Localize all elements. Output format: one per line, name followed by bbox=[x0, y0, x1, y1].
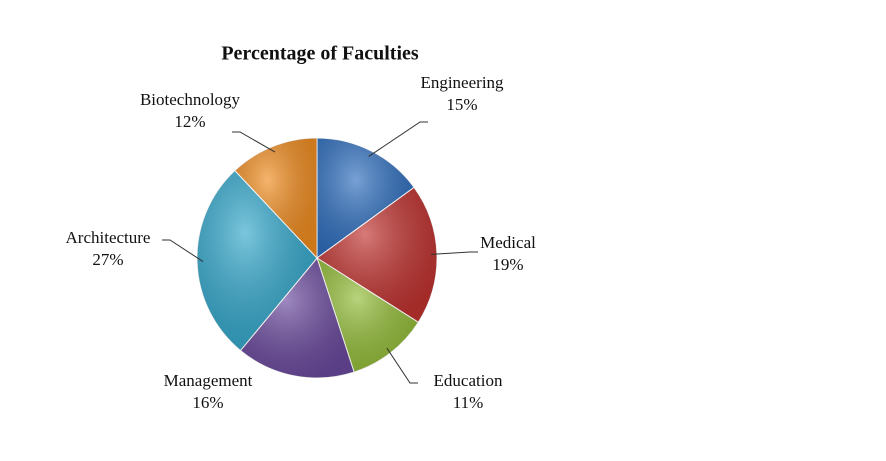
chart-title: Percentage of Faculties bbox=[221, 43, 419, 65]
data-label-name: Medical bbox=[480, 233, 536, 252]
data-label-value: 16% bbox=[192, 393, 223, 412]
data-label-name: Education bbox=[434, 371, 503, 390]
leader-line bbox=[386, 347, 418, 384]
data-label-value: 12% bbox=[174, 112, 205, 131]
leader-line bbox=[368, 121, 428, 157]
data-label-value: 27% bbox=[92, 250, 123, 269]
data-label-name: Biotechnology bbox=[140, 90, 241, 109]
data-label-name: Architecture bbox=[66, 228, 151, 247]
data-label-value: 19% bbox=[492, 255, 523, 274]
leader-line bbox=[162, 239, 204, 262]
leader-line bbox=[232, 131, 276, 153]
data-label-name: Management bbox=[164, 371, 253, 390]
leader-line bbox=[430, 251, 478, 255]
data-label-value: 15% bbox=[446, 95, 477, 114]
data-label-name: Engineering bbox=[420, 73, 504, 92]
data-label-value: 11% bbox=[453, 393, 484, 412]
